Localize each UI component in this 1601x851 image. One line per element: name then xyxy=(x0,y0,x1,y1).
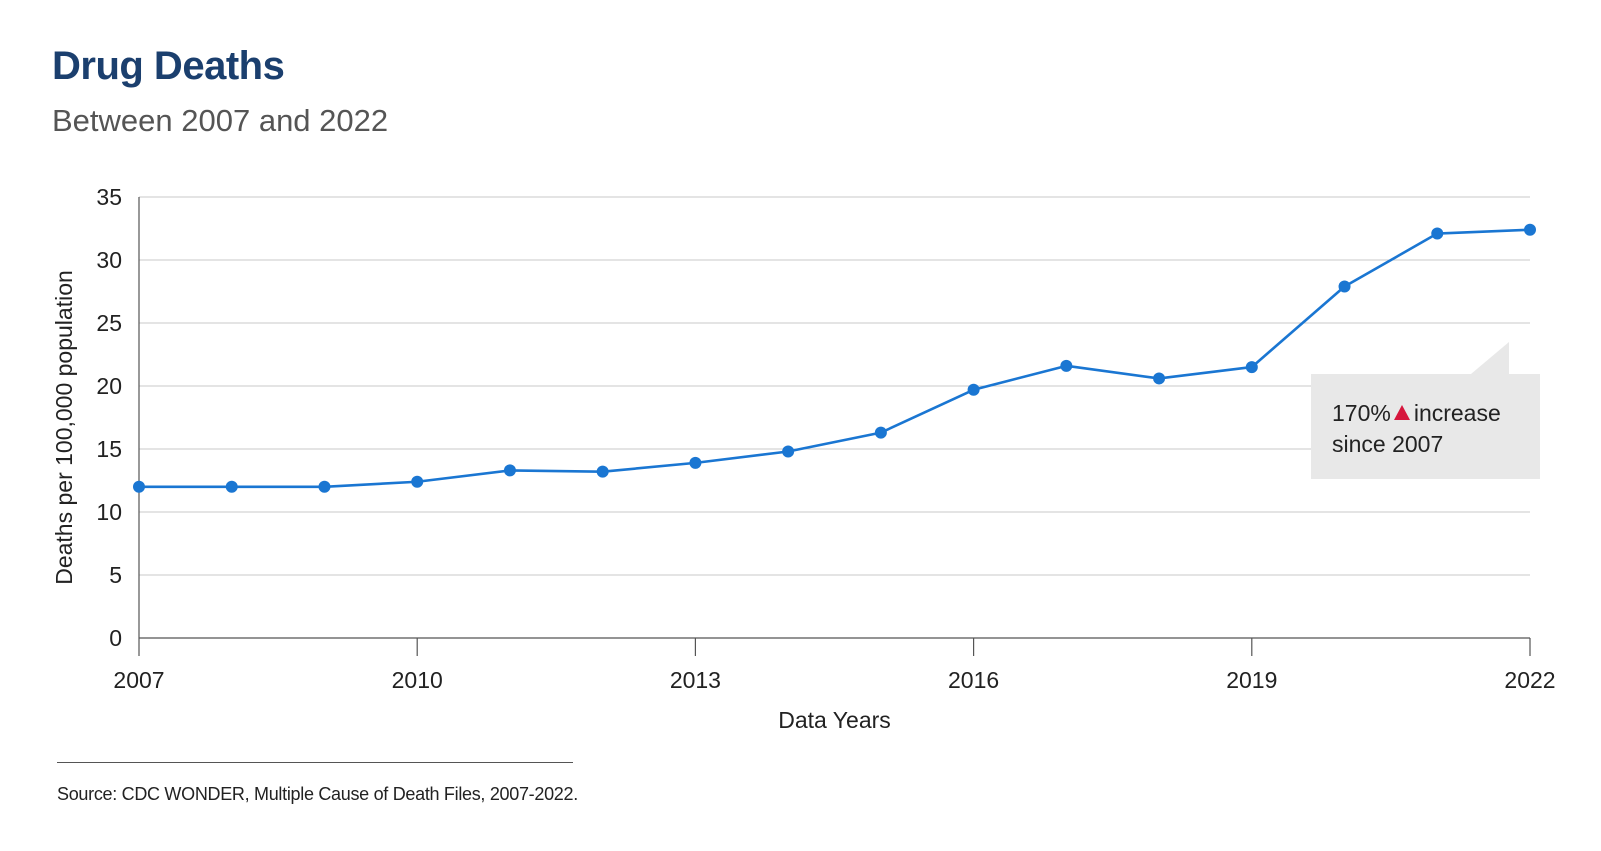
x-axis-title: Data Years xyxy=(778,707,891,733)
data-point xyxy=(1524,223,1536,236)
data-point xyxy=(133,480,145,493)
data-point xyxy=(782,445,795,458)
data-point xyxy=(689,456,702,469)
callout-increase: increase xyxy=(1413,400,1501,426)
y-tick-label: 15 xyxy=(96,436,122,462)
x-tick-label: 2010 xyxy=(392,667,443,693)
data-point xyxy=(411,475,424,488)
data-point xyxy=(874,426,887,439)
data-point xyxy=(967,383,980,396)
y-tick-label: 0 xyxy=(109,625,122,651)
x-tick-label: 2022 xyxy=(1504,667,1555,693)
y-tick-label: 20 xyxy=(96,373,122,399)
callout-since: since 2007 xyxy=(1332,431,1444,457)
series-line xyxy=(139,228,1531,489)
y-tick-label: 30 xyxy=(96,247,122,273)
data-point xyxy=(1338,280,1351,293)
data-point xyxy=(1245,361,1258,374)
y-tick-label: 25 xyxy=(96,310,122,336)
source-divider xyxy=(57,762,573,763)
y-tick-label: 10 xyxy=(96,499,122,525)
y-tick-label: 5 xyxy=(109,562,122,588)
data-point xyxy=(318,480,331,493)
callout-box xyxy=(1311,374,1540,479)
x-tick-label: 2013 xyxy=(670,667,721,693)
y-axis-title: Deaths per 100,000 population xyxy=(51,270,77,585)
chart-subtitle: Between 2007 and 2022 xyxy=(52,103,389,138)
data-point xyxy=(1153,372,1166,385)
chart-title: Drug Deaths xyxy=(52,44,285,88)
source-note: Source: CDC WONDER, Multiple Cause of De… xyxy=(57,784,578,804)
y-tick-label: 35 xyxy=(96,184,122,210)
data-point xyxy=(1060,359,1073,372)
up-triangle-icon xyxy=(1393,405,1410,420)
x-tick-label: 2016 xyxy=(948,667,999,693)
data-point xyxy=(596,465,609,478)
x-tick-label: 2019 xyxy=(1226,667,1277,693)
data-point xyxy=(503,464,516,477)
data-point xyxy=(1431,227,1444,240)
data-point xyxy=(225,480,238,493)
callout-tail xyxy=(1471,342,1509,374)
x-tick-label: 2007 xyxy=(113,667,164,693)
callout-percent: 170% xyxy=(1332,400,1391,426)
callout-text: 170% increase since 2007 xyxy=(1332,398,1501,460)
